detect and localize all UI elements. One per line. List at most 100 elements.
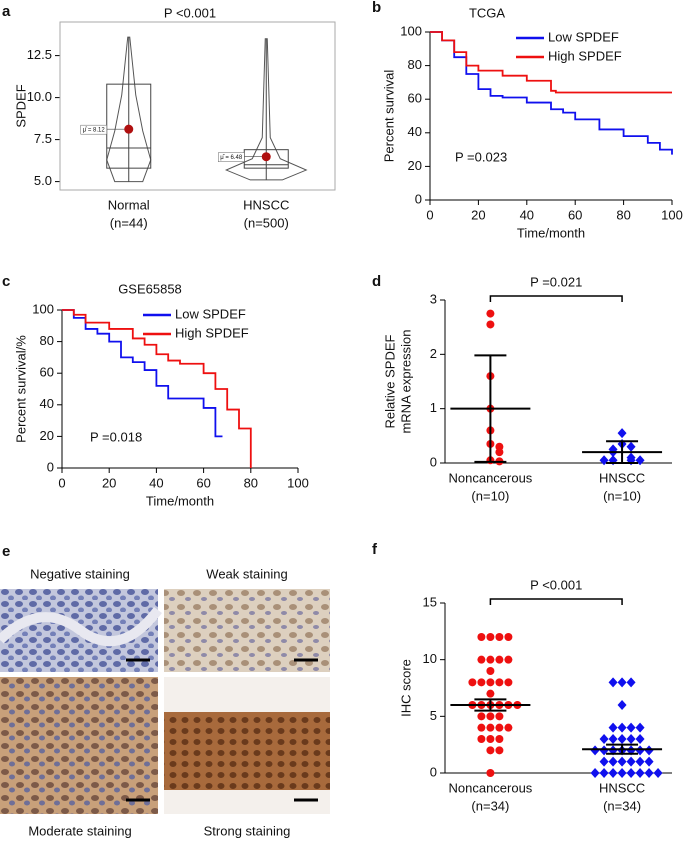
- panel-letter: b: [372, 0, 381, 16]
- x-tick-label: HNSCC: [599, 780, 645, 795]
- micrograph: [0, 677, 158, 814]
- mean-dot: [124, 124, 134, 134]
- y-tick-label: 7.5: [34, 131, 52, 146]
- panel-e: e Negative staining Weak staining Modera…: [0, 543, 330, 838]
- point: [626, 734, 636, 744]
- x-tick-label: 0: [426, 207, 433, 222]
- survival-curve: [62, 309, 223, 438]
- point: [468, 678, 477, 687]
- caption: Negative staining: [30, 566, 130, 581]
- point: [626, 768, 636, 778]
- x-tick-label: Noncancerous: [448, 780, 532, 795]
- x-axis-label: Time/month: [146, 493, 214, 508]
- y-tick-label: 80: [408, 57, 422, 72]
- mean-label: μ̂ = 8.12: [83, 127, 106, 133]
- y-tick-label: 0: [415, 191, 422, 206]
- category-note: (n=500): [244, 215, 289, 230]
- bracket: [489, 295, 623, 302]
- point: [617, 677, 627, 688]
- point: [504, 655, 513, 664]
- category-note: (n=10): [471, 488, 509, 503]
- panel-letter: d: [372, 273, 381, 290]
- stroma: [0, 606, 162, 647]
- y-tick-label: 0: [430, 454, 437, 469]
- point: [617, 734, 627, 744]
- category-note: (n=34): [471, 798, 509, 813]
- point: [486, 746, 495, 755]
- y-tick-label: 60: [40, 365, 54, 380]
- point: [590, 768, 600, 778]
- plot-frame: [59, 21, 336, 191]
- point: [608, 677, 618, 688]
- x-tick-label: Noncancerous: [448, 470, 532, 485]
- y-tick-label: 60: [408, 91, 422, 106]
- point: [477, 678, 486, 687]
- violin: [224, 38, 308, 181]
- point: [486, 309, 495, 318]
- point: [644, 768, 654, 778]
- panel-letter: f: [372, 541, 378, 558]
- point: [599, 768, 609, 778]
- point: [626, 441, 636, 452]
- point: [495, 448, 504, 457]
- x-tick-label: 60: [568, 207, 582, 222]
- x-tick-label: Normal: [108, 197, 150, 212]
- chart-title: TCGA: [469, 5, 505, 20]
- survival-curve: [62, 309, 252, 468]
- y-tick-label: 100: [400, 23, 422, 38]
- panel-letter: e: [2, 543, 10, 560]
- point: [486, 735, 495, 743]
- mean-box: [80, 124, 107, 135]
- legend-label: Low SPDEF: [548, 29, 619, 44]
- y-axis-label: Relative SPDEF: [382, 334, 397, 428]
- x-tick-label: 40: [149, 475, 163, 490]
- survival-curve: [430, 31, 672, 94]
- point: [608, 722, 618, 733]
- point: [495, 678, 504, 687]
- y-axis-label: IHC score: [398, 659, 413, 717]
- y-axis-label: mRNA expression: [398, 329, 413, 433]
- point: [504, 633, 513, 641]
- x-tick-label: 0: [58, 475, 65, 490]
- y-tick-label: 0: [47, 459, 54, 474]
- point: [635, 734, 645, 744]
- point: [608, 756, 618, 767]
- point: [608, 734, 618, 744]
- y-tick-label: 40: [40, 396, 54, 411]
- mean-dot: [261, 152, 271, 162]
- point: [486, 633, 495, 641]
- point: [617, 428, 627, 439]
- x-tick-label: 100: [661, 207, 683, 222]
- x-tick-label: 40: [520, 207, 534, 222]
- x-tick-label: 80: [244, 475, 258, 490]
- caption: Strong staining: [204, 823, 291, 838]
- x-tick-label: 100: [287, 475, 309, 490]
- annotation: P =0.018: [90, 429, 142, 444]
- point: [486, 712, 495, 721]
- y-tick-label: 10: [423, 651, 437, 666]
- point: [495, 712, 504, 721]
- point: [617, 768, 627, 778]
- micrograph: [164, 589, 330, 672]
- point: [635, 756, 645, 767]
- point: [635, 768, 645, 778]
- point: [486, 667, 495, 675]
- point: [477, 723, 486, 732]
- point: [495, 723, 504, 732]
- legend-label: Low SPDEF: [175, 306, 246, 321]
- point: [486, 678, 495, 687]
- point: [486, 655, 495, 664]
- y-axis-label: SPDEF: [13, 84, 28, 127]
- legend-label: High SPDEF: [548, 48, 622, 63]
- y-tick-label: 0: [430, 764, 437, 779]
- point: [626, 677, 636, 688]
- x-tick-label: 20: [471, 207, 485, 222]
- point: [626, 756, 636, 767]
- point: [477, 655, 486, 664]
- point: [477, 712, 486, 721]
- mean-label: μ̂ = 6.48: [220, 155, 243, 161]
- category-note: (n=10): [603, 488, 641, 503]
- x-tick-label: HNSCC: [599, 470, 645, 485]
- point: [486, 320, 495, 329]
